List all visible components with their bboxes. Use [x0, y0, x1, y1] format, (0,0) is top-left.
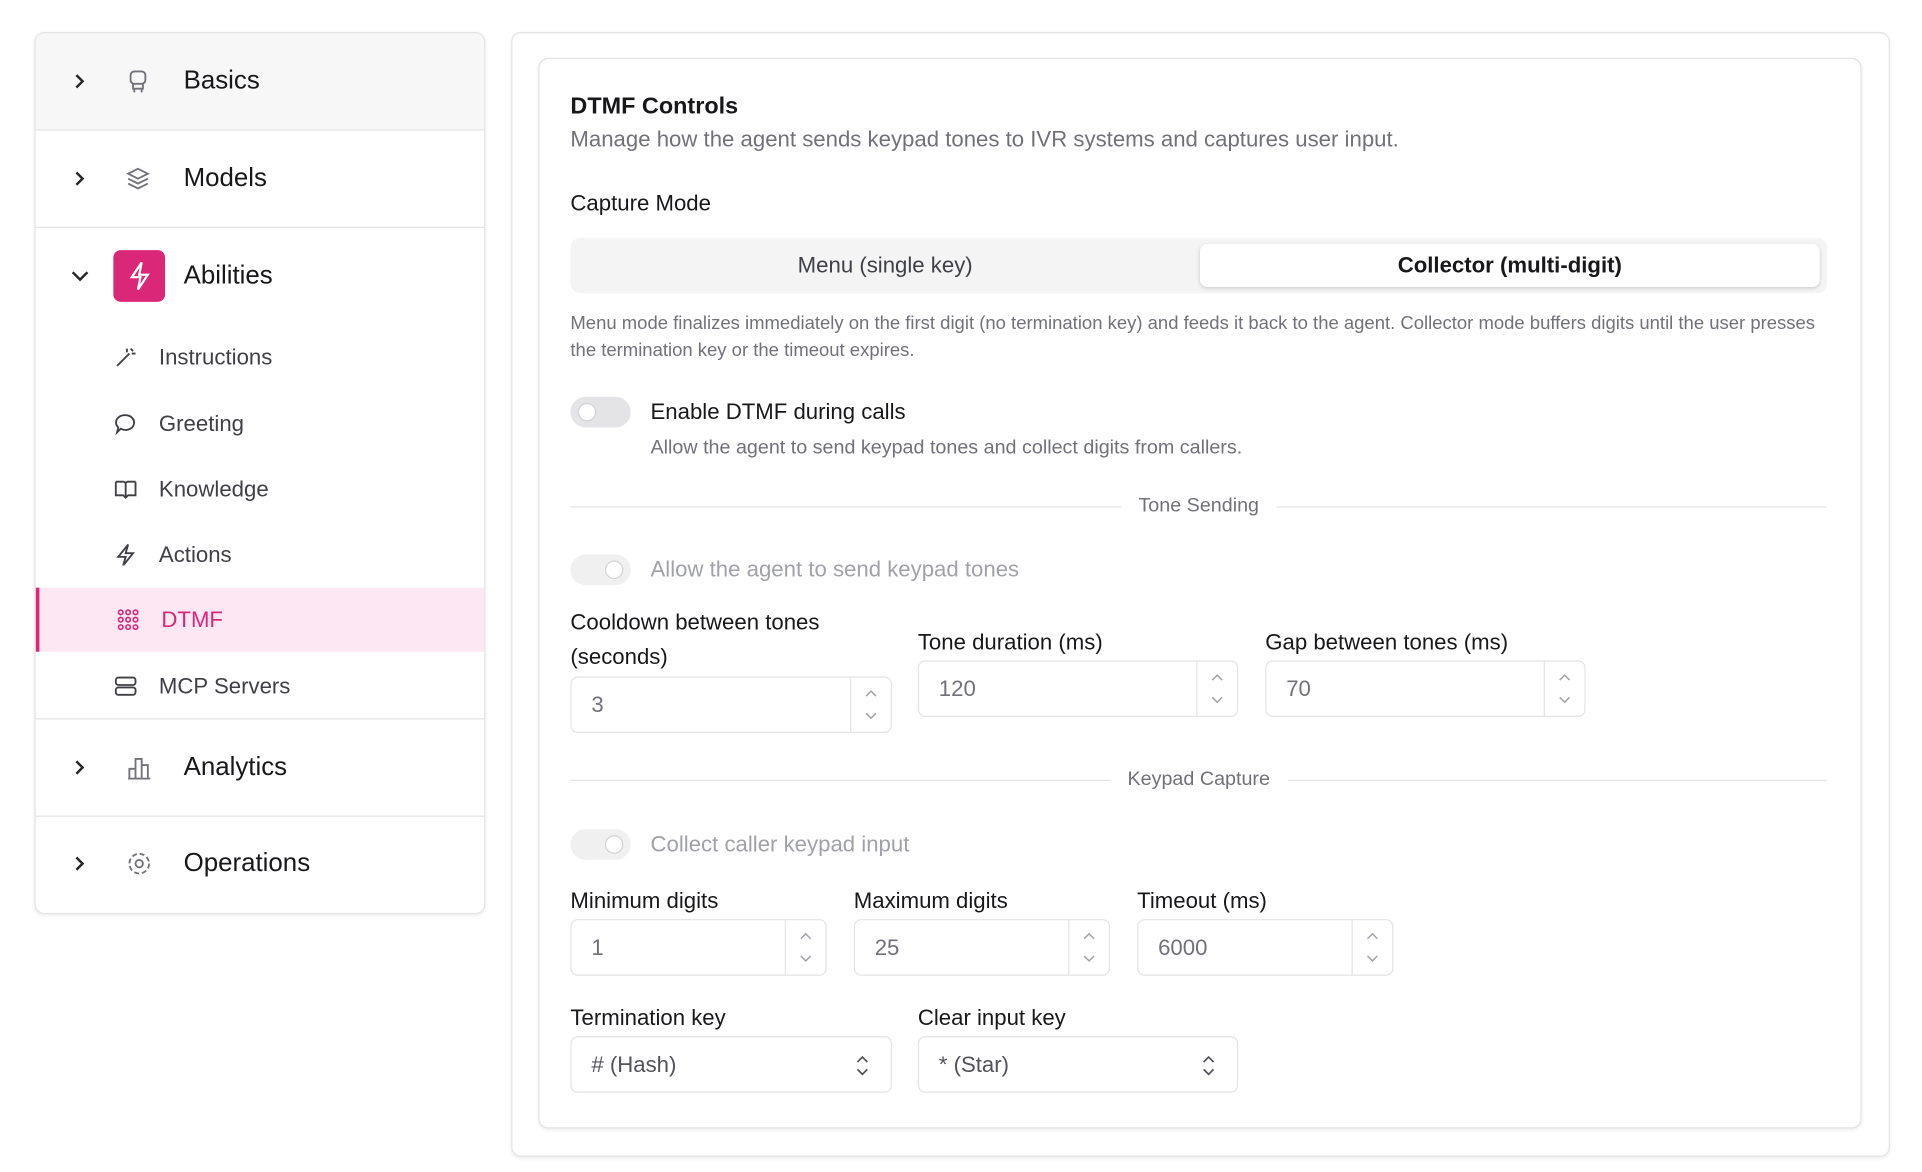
- toggle-label: Allow the agent to send keypad tones: [650, 556, 1020, 582]
- nav-item[interactable]: MCP Servers: [36, 654, 484, 718]
- field-label: Cooldown between tones (seconds): [570, 609, 820, 669]
- nav-item[interactable]: Instructions: [36, 325, 484, 389]
- input-value: 120: [938, 675, 976, 701]
- nav-label: Knowledge: [158, 476, 269, 501]
- segment-option[interactable]: Menu (single key): [797, 252, 973, 278]
- select[interactable]: * (Star): [917, 1036, 1239, 1093]
- select[interactable]: # (Hash): [570, 1036, 892, 1093]
- field-label: Minimum digits: [570, 888, 719, 913]
- nav-item-active[interactable]: DTMF: [35, 587, 485, 652]
- section-models[interactable]: Models: [35, 131, 485, 228]
- field-label: Tone duration (ms): [917, 629, 1103, 655]
- nav-label: Greeting: [158, 410, 244, 436]
- sidebar: Basics Models Abilities Instructions Gre…: [34, 32, 486, 915]
- input-value: 25: [874, 934, 900, 960]
- capture-help: Menu mode finalizes immediately on the f…: [570, 312, 1816, 361]
- toggle-disabled[interactable]: [570, 829, 631, 860]
- section-label: Models: [183, 163, 267, 193]
- input-value: 70: [1286, 675, 1311, 701]
- section-operations[interactable]: Operations: [36, 816, 484, 912]
- number-input[interactable]: 25: [853, 919, 1111, 976]
- nav-item[interactable]: Knowledge: [36, 457, 484, 521]
- title: DTMF Controls: [570, 93, 739, 120]
- toggle[interactable]: [570, 396, 631, 428]
- section-analytics[interactable]: Analytics: [35, 718, 485, 817]
- divider-label: Keypad Capture: [1110, 768, 1288, 791]
- section-abilities[interactable]: Abilities: [36, 228, 484, 324]
- toggle-label: Collect caller keypad input: [650, 831, 910, 857]
- nav-label: MCP Servers: [158, 673, 291, 698]
- input-value: 1: [591, 934, 604, 960]
- description: Manage how the agent sends keypad tones …: [570, 126, 1399, 152]
- nav-label: Instructions: [158, 344, 273, 369]
- field-label: Maximum digits: [853, 888, 1008, 913]
- segment-active-bg: [1199, 243, 1820, 288]
- select-value: * (Star): [938, 1051, 1010, 1077]
- field-label: Termination key: [570, 1005, 726, 1030]
- number-input[interactable]: 70: [1265, 660, 1586, 718]
- toggle-disabled[interactable]: [570, 554, 631, 586]
- nav-label: Actions: [158, 541, 232, 567]
- nav-item[interactable]: Greeting: [36, 392, 484, 456]
- number-input[interactable]: 120: [917, 660, 1239, 718]
- number-input[interactable]: 3: [570, 676, 892, 734]
- number-input[interactable]: 6000: [1137, 919, 1394, 976]
- section-label: Analytics: [183, 752, 288, 782]
- number-input[interactable]: 1: [570, 919, 827, 976]
- nav-label: DTMF: [161, 606, 223, 632]
- input-value: 3: [591, 691, 604, 717]
- nav-item[interactable]: Actions: [36, 522, 484, 586]
- section-label: Operations: [183, 848, 311, 878]
- section-basics[interactable]: Basics: [35, 33, 485, 131]
- field-label: Clear input key: [917, 1005, 1066, 1030]
- segment-option-active[interactable]: Collector (multi-digit): [1397, 252, 1622, 278]
- inner-card: [538, 57, 1862, 1129]
- section-label: Basics: [183, 66, 260, 95]
- capture-mode-label: Capture Mode: [570, 190, 711, 216]
- toggle-label: Enable DTMF during calls: [650, 399, 906, 424]
- field-label: Timeout (ms): [1137, 888, 1267, 913]
- divider-label: Tone Sending: [1121, 495, 1277, 518]
- toggle-description: Allow the agent to send keypad tones and…: [650, 437, 1243, 459]
- input-value: 6000: [1158, 934, 1208, 960]
- section-label: Abilities: [183, 261, 273, 290]
- field-label: Gap between tones (ms): [1265, 629, 1509, 655]
- select-value: # (Hash): [591, 1051, 677, 1077]
